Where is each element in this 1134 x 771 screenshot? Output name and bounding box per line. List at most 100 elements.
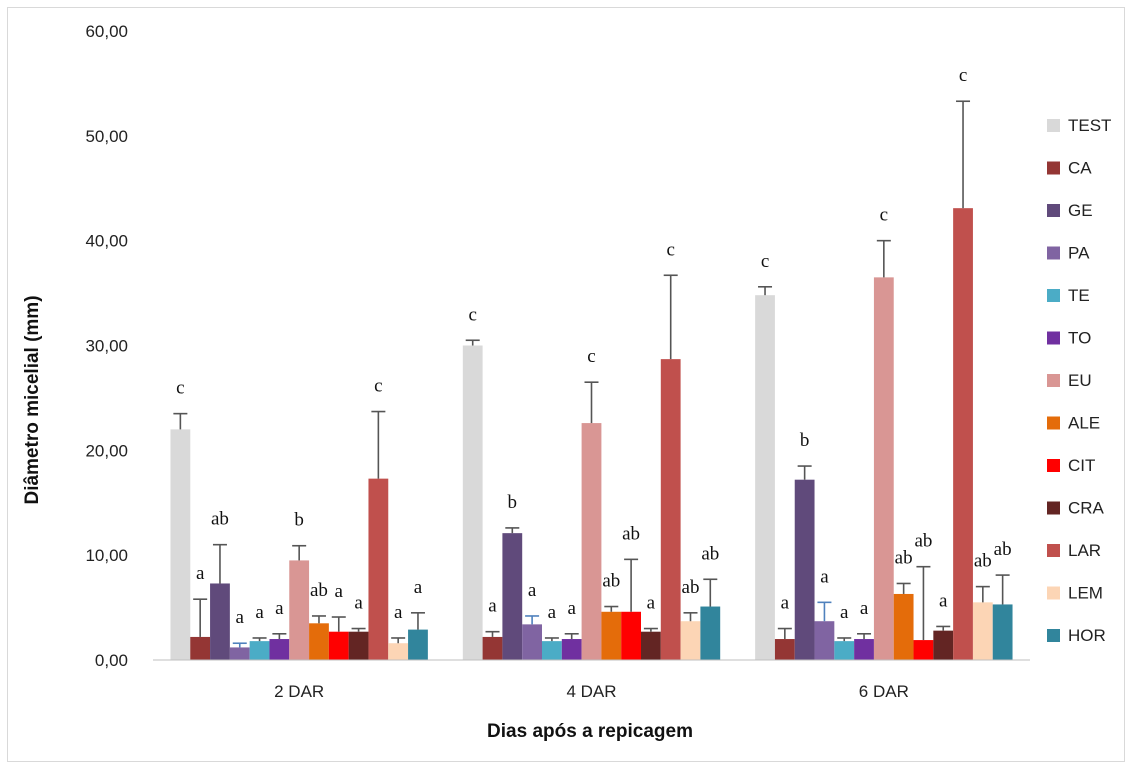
bar-ge bbox=[210, 583, 230, 660]
legend-swatch-eu bbox=[1047, 374, 1060, 387]
bar-cra bbox=[641, 631, 661, 660]
bar-cra bbox=[348, 631, 369, 660]
bar-lar bbox=[660, 359, 681, 660]
bar-cit bbox=[913, 640, 934, 660]
y-tick-label: 40,00 bbox=[85, 232, 128, 251]
error-bars bbox=[173, 100, 1010, 648]
bar-lem bbox=[680, 621, 701, 660]
significance-letter: c bbox=[374, 376, 382, 397]
y-axis-title: Diâmetro micelial (mm) bbox=[22, 295, 43, 504]
significance-letter: ab bbox=[211, 509, 229, 530]
legend-label-lar: LAR bbox=[1068, 541, 1101, 560]
bar-cit bbox=[328, 631, 349, 660]
legend-swatch-hor bbox=[1047, 629, 1060, 642]
significance-letter: b bbox=[508, 492, 518, 513]
legend-label-eu: EU bbox=[1068, 371, 1092, 390]
y-tick-label: 10,00 bbox=[85, 546, 128, 565]
significance-letter: ab bbox=[602, 571, 620, 592]
significance-letter: c bbox=[761, 251, 769, 272]
bar-ca bbox=[774, 639, 795, 660]
significance-letter: c bbox=[880, 205, 888, 226]
legend-label-ale: ALE bbox=[1068, 414, 1100, 433]
significance-letter: a bbox=[647, 593, 656, 614]
bar-lem bbox=[972, 602, 993, 660]
legend-label-ca: CA bbox=[1068, 159, 1092, 178]
bar-lar bbox=[368, 478, 389, 660]
legend-swatch-lar bbox=[1047, 544, 1060, 557]
legend-swatch-to bbox=[1047, 331, 1060, 345]
bar-ale bbox=[309, 623, 329, 660]
legend-swatch-te bbox=[1047, 289, 1060, 302]
y-tick-label: 30,00 bbox=[85, 337, 128, 356]
y-tick-label: 0,00 bbox=[95, 651, 128, 670]
legend-swatch-ge bbox=[1047, 204, 1060, 217]
significance-letter: ab bbox=[622, 523, 640, 544]
bar-pa bbox=[229, 647, 250, 660]
significance-letter: a bbox=[354, 593, 363, 614]
legend-label-test: TEST bbox=[1068, 116, 1111, 135]
bar-cit bbox=[621, 611, 641, 660]
significance-letter: a bbox=[840, 602, 849, 623]
legend-swatch-ale bbox=[1047, 416, 1060, 430]
significance-letter: ab bbox=[974, 551, 992, 572]
legend-label-cit: CIT bbox=[1068, 456, 1095, 475]
significance-letter: c bbox=[468, 304, 476, 325]
bar-test bbox=[462, 345, 483, 660]
bar-te bbox=[542, 641, 562, 660]
significance-letter: ab bbox=[994, 539, 1012, 560]
significance-letter: a bbox=[414, 577, 423, 598]
x-axis-ticks: 2 DAR 4 DAR 6 DAR bbox=[274, 682, 909, 701]
legend-label-ge: GE bbox=[1068, 201, 1093, 220]
bar-ge bbox=[794, 479, 815, 660]
legend: TEST CA GE PA TE TO EU ALE CIT CRA LAR LEM HOR bbox=[1047, 116, 1111, 645]
y-tick-label: 20,00 bbox=[85, 441, 128, 460]
bar-eu bbox=[289, 560, 310, 660]
significance-letter: b bbox=[294, 510, 304, 531]
x-tick-label: 6 DAR bbox=[859, 682, 909, 701]
legend-label-lem: LEM bbox=[1068, 584, 1103, 603]
legend-label-to: TO bbox=[1068, 329, 1091, 348]
bar-cra bbox=[933, 630, 954, 660]
bar-ale bbox=[893, 593, 914, 660]
bar-lar bbox=[953, 208, 973, 660]
y-tick-label: 50,00 bbox=[85, 127, 128, 146]
bar-ca bbox=[482, 636, 503, 660]
significance-letter: a bbox=[528, 580, 537, 601]
bar-hor bbox=[700, 606, 721, 660]
significance-letter: a bbox=[860, 598, 869, 619]
y-axis-ticks: 0,00 10,00 20,00 30,00 40,00 50,00 60,00 bbox=[85, 22, 128, 670]
bar-eu bbox=[581, 423, 602, 660]
legend-swatch-test bbox=[1047, 119, 1060, 132]
significance-letter: a bbox=[939, 590, 948, 611]
bar-hor bbox=[408, 629, 428, 660]
legend-swatch-cit bbox=[1047, 459, 1060, 472]
x-axis-title: Dias após a repicagem bbox=[487, 721, 693, 742]
legend-label-hor: HOR bbox=[1068, 626, 1106, 645]
significance-letter: ab bbox=[701, 543, 719, 564]
significance-letter: ab bbox=[682, 577, 700, 598]
bar-hor bbox=[992, 604, 1013, 660]
legend-label-te: TE bbox=[1068, 286, 1090, 305]
bar-test bbox=[755, 295, 775, 660]
significance-letter: ab bbox=[310, 580, 328, 601]
legend-label-cra: CRA bbox=[1068, 499, 1105, 518]
legend-swatch-pa bbox=[1047, 246, 1060, 260]
bar-pa bbox=[522, 624, 542, 660]
y-tick-label: 60,00 bbox=[85, 22, 128, 41]
significance-letter: a bbox=[335, 581, 344, 602]
significance-letter: c bbox=[666, 239, 674, 260]
bar-to bbox=[269, 639, 290, 660]
bars bbox=[170, 208, 1013, 660]
bar-to bbox=[854, 639, 874, 660]
legend-swatch-cra bbox=[1047, 501, 1060, 515]
significance-letter: a bbox=[394, 602, 403, 623]
bar-ge bbox=[502, 533, 523, 660]
significance-letter: a bbox=[255, 602, 264, 623]
significance-letter: a bbox=[488, 596, 497, 617]
significance-letter: a bbox=[236, 607, 245, 628]
significance-letter: c bbox=[959, 65, 967, 86]
bar-ale bbox=[601, 611, 622, 660]
significance-letter: c bbox=[587, 346, 595, 367]
bar-to bbox=[561, 639, 582, 660]
